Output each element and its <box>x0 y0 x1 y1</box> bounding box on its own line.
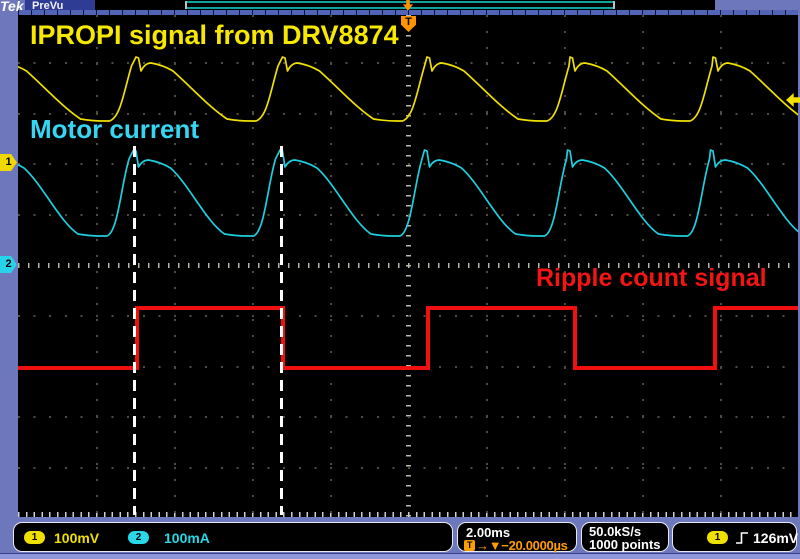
gridline-vertical <box>486 15 488 517</box>
trigger-t-icon: T <box>464 540 475 551</box>
timebase-readout-box: 2.00ms T →▼ −20.0000µs <box>457 522 577 553</box>
gridline-vertical <box>642 15 644 517</box>
waveform-canvas <box>18 56 798 515</box>
gridline-vertical <box>252 15 254 517</box>
gridline-horizontal <box>18 113 798 115</box>
ch2-ground-marker: 2 <box>0 256 17 273</box>
trigger-position-marker-icon <box>403 0 413 11</box>
record-view-strip <box>95 0 715 11</box>
acquisition-readout-box: 50.0kS/s 1000 points <box>581 522 669 552</box>
gridline-horizontal <box>18 214 798 216</box>
horizontal-scale-tickline <box>18 10 798 16</box>
bottom-strip <box>0 553 800 559</box>
gridline-vertical <box>564 15 566 517</box>
rising-edge-icon <box>736 532 748 544</box>
record-length-readout: 1000 points <box>589 537 661 552</box>
channel-readout-box: 1 100mV 2 100mA <box>13 522 453 552</box>
gridline-horizontal <box>18 416 798 418</box>
delay-arrows-icon: →▼ <box>476 538 502 553</box>
gridline-vertical <box>96 15 98 517</box>
ch1-ground-marker: 1 <box>0 154 17 171</box>
gridline-vertical <box>174 15 176 517</box>
ch1-scale-readout: 100mV <box>54 530 100 546</box>
trigger-flag-icon: T <box>401 16 416 32</box>
gridline-vertical <box>330 15 332 517</box>
ch2-annotation: Motor current <box>30 114 199 144</box>
graticule <box>18 15 798 517</box>
ch1-annotation: IPROPI signal from DRV8874 <box>30 20 399 50</box>
trigger-level-readout: 126mV <box>753 530 799 546</box>
center-horizontal-axis <box>18 263 798 268</box>
trigger-source-badge: 1 <box>707 531 728 544</box>
sample-rate-readout: 50.0kS/s <box>589 524 642 539</box>
gridline-horizontal <box>18 62 798 64</box>
gridline-horizontal <box>18 163 798 165</box>
bottom-edge-ticks <box>18 512 798 517</box>
record-window-bar <box>185 1 615 9</box>
timebase-scale-readout: 2.00ms <box>466 525 511 540</box>
delay-value: −20.0000µs <box>501 538 568 553</box>
gridline-horizontal <box>18 315 798 317</box>
gridline-vertical <box>720 15 722 517</box>
trigger-readout-box: 1 126mV <box>672 522 799 552</box>
acquisition-mode-badge: PreVu <box>25 0 95 13</box>
ch2-scale-readout: 100mA <box>164 530 210 546</box>
tek-logo: Tek <box>0 0 24 14</box>
gridline-horizontal <box>18 467 798 469</box>
ch2-badge: 2 <box>128 531 149 544</box>
ch1-badge: 1 <box>24 531 45 544</box>
trigger-delay-readout: T →▼ −20.0000µs <box>464 538 568 553</box>
ripple-annotation: Ripple count signal <box>536 264 767 292</box>
